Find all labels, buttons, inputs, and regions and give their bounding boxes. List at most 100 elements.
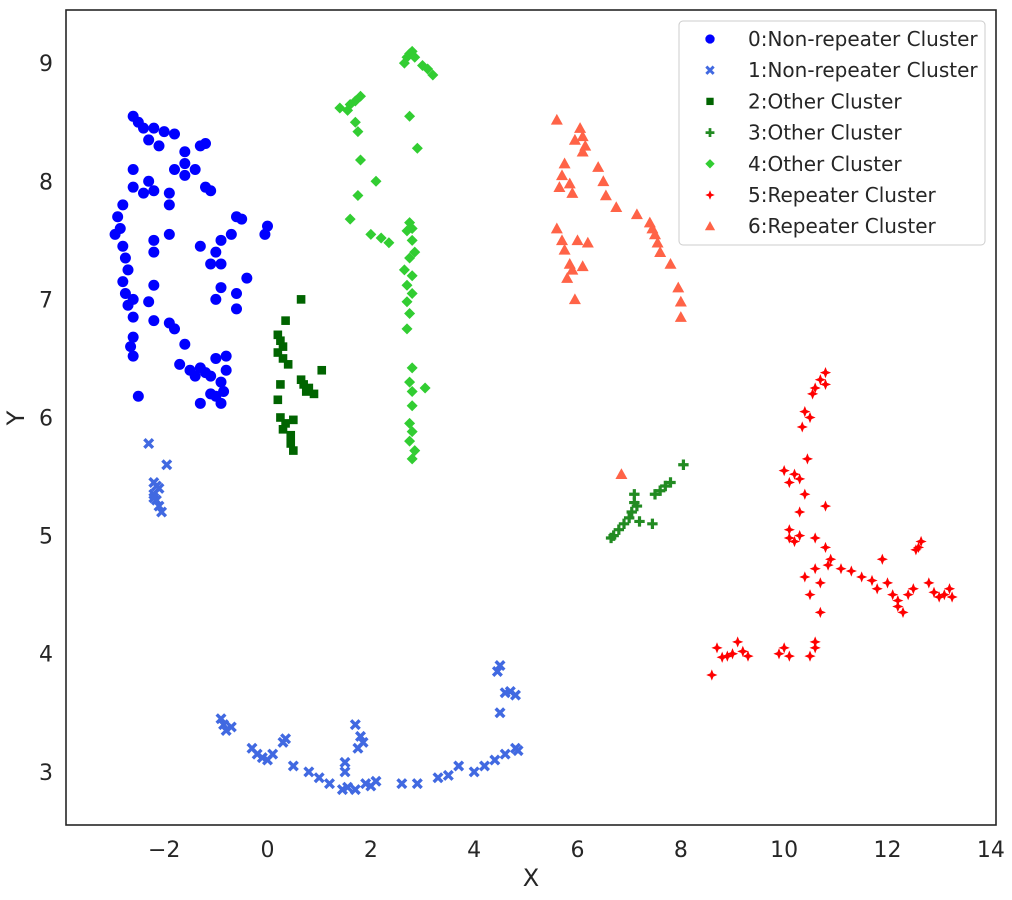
data-point (179, 146, 191, 158)
data-point (215, 258, 227, 270)
data-point (788, 535, 801, 548)
data-point (169, 323, 180, 335)
legend-label: 0:Non-repeater Cluster (748, 27, 978, 51)
data-point (726, 648, 739, 660)
y-tick-label: 7 (39, 288, 53, 313)
data-point (296, 375, 306, 385)
data-point (267, 748, 279, 760)
data-point (179, 169, 191, 181)
data-point (630, 208, 643, 220)
data-point (553, 181, 566, 192)
data-point (678, 459, 689, 470)
data-point (819, 378, 832, 391)
data-point (902, 589, 914, 601)
data-point (231, 303, 242, 315)
data-point (406, 453, 418, 465)
data-point (158, 126, 170, 138)
data-point (210, 293, 222, 305)
y-tick-label: 8 (39, 170, 53, 195)
data-point (892, 600, 904, 613)
data-point (273, 330, 283, 340)
data-point (161, 459, 173, 471)
data-point (732, 636, 744, 648)
data-point (721, 650, 733, 662)
legend-marker (705, 190, 715, 200)
data-point (404, 417, 416, 429)
data-point (409, 246, 421, 258)
data-point (236, 213, 248, 225)
data-point (509, 689, 522, 701)
data-point (215, 282, 227, 294)
data-point (179, 338, 191, 350)
data-point (411, 778, 423, 790)
data-point (406, 386, 418, 398)
data-point (352, 126, 364, 138)
data-point (205, 370, 217, 382)
legend-marker (705, 159, 715, 169)
series-5 (706, 367, 958, 681)
data-point (804, 589, 816, 601)
data-point (225, 721, 237, 733)
data-point (674, 311, 687, 322)
data-point (127, 163, 139, 175)
data-point (629, 497, 640, 508)
data-point (215, 376, 227, 388)
data-point (349, 116, 361, 128)
data-point (494, 660, 506, 672)
data-point (556, 234, 568, 246)
data-point (344, 213, 356, 225)
data-point (737, 645, 749, 657)
data-point (342, 104, 354, 116)
data-point (406, 400, 418, 412)
data-point (127, 331, 139, 343)
data-point (138, 122, 149, 134)
data-point (179, 158, 191, 170)
data-point (153, 500, 165, 512)
data-point (205, 185, 217, 197)
data-point (871, 583, 883, 595)
data-point (163, 199, 175, 211)
data-point (289, 446, 298, 455)
data-point (928, 586, 940, 598)
data-point (383, 237, 395, 249)
data-point (357, 736, 369, 748)
data-point (406, 234, 418, 246)
data-point (783, 476, 795, 489)
data-point (892, 594, 904, 607)
data-point (783, 650, 795, 662)
data-point (716, 651, 728, 663)
x-tick-label: 10 (770, 838, 798, 863)
data-point (923, 577, 935, 589)
data-point (442, 769, 454, 781)
data-point (401, 296, 413, 308)
data-point (132, 390, 144, 402)
data-point (122, 264, 134, 276)
data-point (148, 234, 160, 246)
data-point (576, 145, 589, 157)
data-point (205, 258, 217, 270)
y-tick-labels: 3 4 5 6 7 8 9 (39, 52, 53, 786)
data-point (550, 113, 563, 125)
data-point (218, 719, 230, 731)
legend-label: 1:Non-repeater Cluster (748, 58, 978, 82)
data-point (494, 707, 506, 719)
data-point (339, 766, 351, 778)
data-point (317, 365, 327, 375)
data-point (200, 137, 211, 149)
data-point (281, 316, 290, 325)
data-point (148, 122, 160, 134)
data-point (558, 157, 571, 169)
data-point (148, 279, 160, 291)
plot-frame (65, 9, 997, 826)
data-point (404, 376, 416, 388)
x-tick-labels: −2 0 2 4 6 8 10 12 14 (148, 838, 1005, 863)
data-point (313, 772, 325, 784)
data-point (411, 142, 423, 154)
data-point (309, 389, 319, 399)
data-point (215, 713, 227, 725)
data-point (809, 563, 821, 575)
data-point (404, 308, 416, 320)
data-point (163, 228, 175, 240)
data-point (835, 563, 847, 575)
data-point (649, 228, 661, 240)
